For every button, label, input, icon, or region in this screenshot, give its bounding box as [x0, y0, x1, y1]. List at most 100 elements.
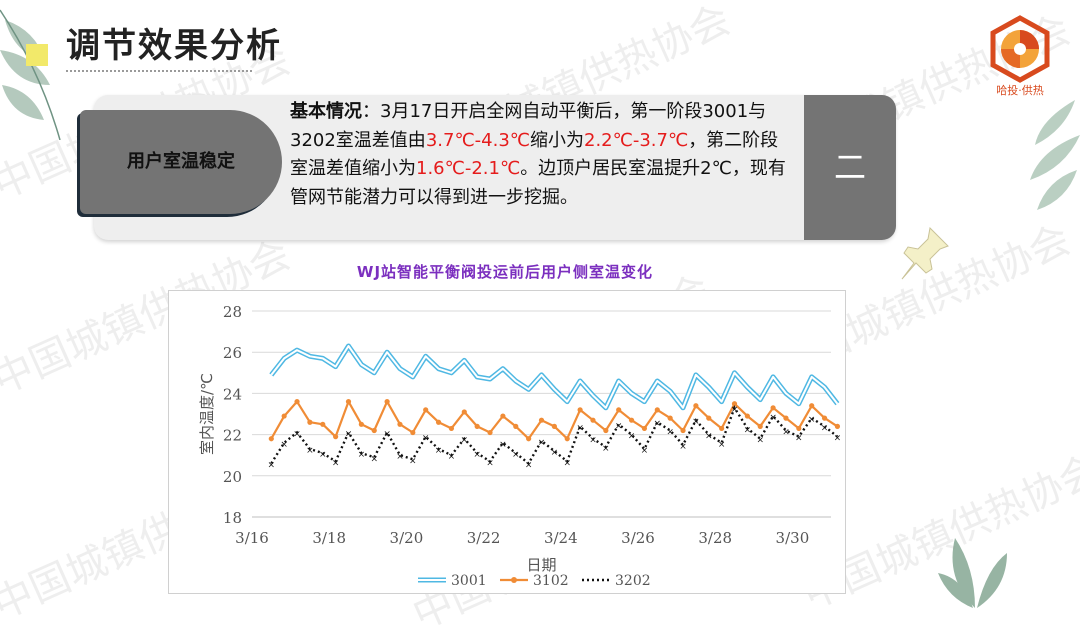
data-point-3102 — [500, 413, 506, 419]
data-point-3102 — [513, 423, 519, 429]
data-point-3202: × — [795, 434, 803, 444]
legend-label-3001: 3001 — [451, 573, 487, 589]
data-point-3102 — [628, 417, 635, 423]
card-tag-tab — [80, 110, 282, 214]
data-point-3202: × — [512, 450, 520, 460]
data-point-3202: × — [499, 440, 507, 450]
leaf-decoration-right — [1030, 100, 1080, 210]
y-tick-label: 18 — [223, 509, 242, 527]
x-tick-label: 3/22 — [467, 529, 501, 547]
data-point-3202: × — [602, 444, 610, 454]
data-point-3102 — [757, 423, 763, 429]
data-point-3202: × — [641, 446, 649, 456]
data-point-3202: × — [705, 432, 713, 442]
data-point-3202: × — [435, 446, 443, 456]
data-point-3202: × — [718, 440, 726, 450]
data-point-3102 — [397, 421, 403, 427]
card-body-text: 基本情况：3月17日开启全网自动平衡后，第一阶段3001与3202室温差值由3.… — [290, 98, 795, 212]
data-point-3102 — [693, 403, 699, 409]
data-point-3202: × — [358, 450, 366, 460]
leaf-decoration-bottom-right — [938, 538, 1007, 608]
temperature-line-chart: 18 20 22 24 26 28 3/16 3/18 3/20 3/22 3/24 3/26 3/28… — [198, 303, 842, 589]
data-point-3102 — [821, 415, 828, 421]
x-tick-label: 3/16 — [235, 529, 269, 547]
data-point-3202: × — [306, 446, 314, 456]
data-point-3102 — [744, 413, 750, 419]
series-line-3102 — [270, 400, 838, 440]
data-point-3202: × — [422, 434, 430, 444]
y-tick-label: 24 — [223, 385, 242, 403]
card-text-4: 。边顶户居民室温提升2℃，现有管网节能潜力可以得到进一步挖掘。 — [290, 158, 786, 208]
series-line-inner-3001 — [270, 345, 839, 409]
card-highlight-3: 1.6℃-2.1℃ — [416, 158, 521, 179]
x-tick-label: 3/18 — [312, 529, 346, 547]
data-point-3202: × — [383, 430, 391, 440]
data-point-3202: × — [461, 436, 469, 446]
data-point-3202: × — [345, 430, 353, 440]
legend-marker-3102 — [511, 577, 517, 583]
data-point-3102 — [358, 421, 364, 427]
data-point-3102 — [551, 423, 557, 429]
title-underline — [66, 70, 252, 72]
data-point-3102 — [667, 415, 673, 421]
card-number-box — [804, 95, 896, 240]
data-point-3202: × — [782, 427, 790, 437]
data-point-3102 — [783, 415, 789, 421]
data-point-3202: × — [769, 413, 777, 423]
data-point-3102 — [345, 399, 352, 405]
series-line-3202 — [270, 405, 839, 466]
data-point-3102 — [641, 425, 648, 432]
company-logo — [990, 15, 1050, 83]
x-tick-label: 3/30 — [776, 529, 810, 547]
data-point-3202: × — [589, 436, 597, 446]
data-point-3102 — [281, 413, 287, 419]
card-highlight-2: 2.2℃-3.7℃ — [584, 129, 689, 151]
data-point-3202: × — [409, 456, 417, 466]
data-point-3202: × — [615, 421, 623, 431]
data-point-3102 — [384, 399, 390, 405]
x-tick-label: 3/28 — [698, 529, 732, 547]
data-point-3202: × — [525, 460, 533, 470]
data-point-3102 — [474, 423, 480, 429]
chart-title: WJ站智能平衡阀投运前后用户侧室温变化 — [356, 263, 654, 281]
data-point-3202: × — [666, 427, 674, 437]
data-point-3202: × — [280, 440, 288, 450]
data-point-3102 — [320, 421, 326, 427]
data-point-3202: × — [628, 432, 636, 442]
data-point-3102 — [577, 407, 583, 413]
data-point-3102 — [564, 436, 570, 442]
y-tick-label: 20 — [223, 468, 242, 486]
data-point-3202: × — [486, 458, 494, 468]
data-point-3202: × — [551, 448, 559, 458]
data-point-3202: × — [576, 423, 584, 433]
data-point-3102 — [526, 436, 532, 442]
data-point-3202: × — [319, 450, 327, 460]
card-text-2: 缩小为 — [530, 129, 584, 151]
x-axis-label: 日期 — [526, 556, 556, 574]
x-tick-label: 3/20 — [390, 529, 424, 547]
data-point-3202: × — [370, 454, 378, 464]
data-point-3202: × — [834, 434, 842, 444]
data-point-3202: × — [293, 430, 301, 440]
card-highlight-1: 3.7℃-4.3℃ — [425, 129, 530, 151]
data-point-3102 — [796, 425, 802, 432]
series-line-3001 — [269, 343, 840, 411]
data-point-3102 — [834, 423, 841, 429]
title-accent-square — [26, 44, 48, 66]
data-point-3102 — [706, 415, 712, 421]
data-point-3102 — [654, 407, 660, 413]
data-point-3102 — [448, 425, 455, 432]
data-point-3102 — [809, 403, 815, 409]
data-point-3202: × — [332, 458, 340, 468]
data-point-3102 — [616, 407, 622, 413]
data-point-3202: × — [563, 458, 571, 468]
x-tick-label: 3/26 — [621, 529, 655, 547]
data-point-3102 — [423, 407, 429, 413]
pushpin-icon — [901, 226, 949, 280]
data-point-3202: × — [731, 405, 739, 415]
data-point-3202: × — [692, 417, 700, 427]
card-lead: 基本情况 — [290, 101, 362, 122]
data-point-3102 — [461, 409, 467, 415]
data-point-3202: × — [448, 452, 456, 462]
card-text-3: ，第二阶段室温差值缩小为 — [290, 129, 779, 180]
